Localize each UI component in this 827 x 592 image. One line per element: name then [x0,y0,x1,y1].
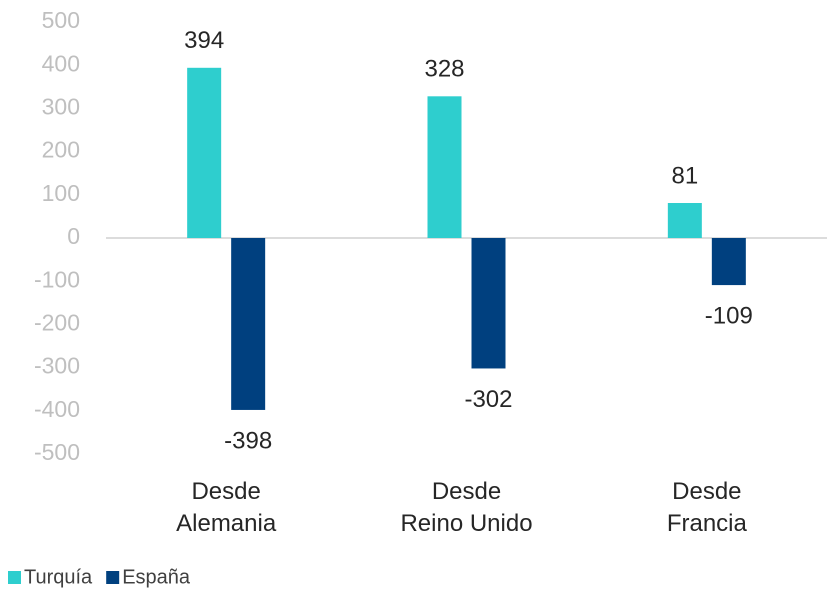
bar [427,96,462,238]
y-tick-label: 0 [67,223,80,249]
y-tick-label: 500 [42,7,80,33]
data-label: 328 [424,56,464,83]
bar [667,203,702,238]
x-tick-label: Desde Reino Unido [400,478,532,537]
legend-swatch [106,571,120,584]
y-tick-label: 100 [42,180,80,206]
y-tick-label: -200 [34,309,80,335]
y-tick-label: -400 [34,396,80,422]
y-tick-label: 300 [42,93,80,119]
x-tick-label: Desde Francia [667,478,748,537]
y-tick-label: 400 [42,50,80,76]
y-tick-label: -500 [34,439,80,465]
x-tick-label: Desde Alemania [176,478,277,537]
data-label: -398 [224,427,272,454]
data-label: 81 [671,162,698,189]
legend-label: España [122,566,191,588]
bar [231,238,266,410]
y-tick-label: 200 [42,137,80,163]
y-tick-label: -100 [34,266,80,292]
legend-swatch [8,571,21,584]
data-label: -109 [705,302,753,329]
data-label: 394 [184,27,224,54]
bar [471,238,506,369]
bar [187,67,222,239]
bar [711,238,746,286]
data-label: -302 [464,386,512,413]
y-tick-label: -300 [34,353,80,379]
legend-label: Turquía [24,566,93,588]
